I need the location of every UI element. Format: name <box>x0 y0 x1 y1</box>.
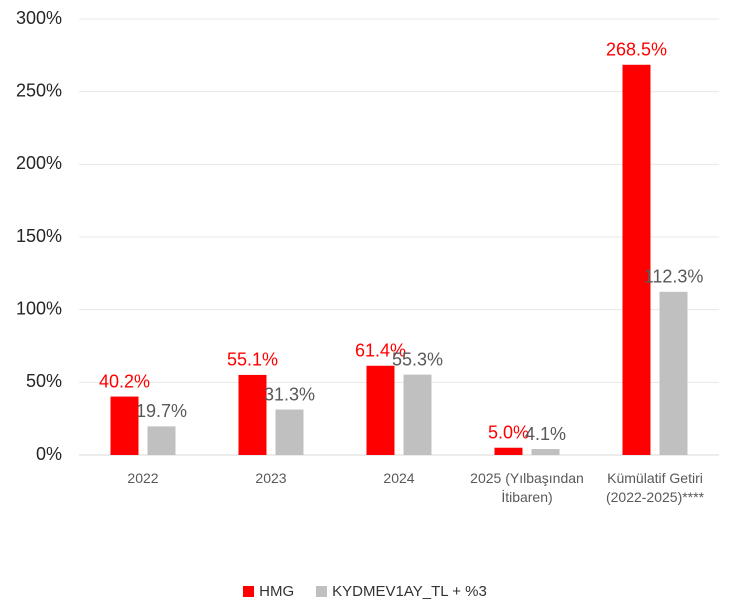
y-tick-label: 0% <box>36 444 62 464</box>
data-label: 31.3% <box>264 384 315 404</box>
bar <box>531 449 560 455</box>
bar <box>275 409 304 455</box>
x-tick-label: 2024 <box>383 470 415 486</box>
bar <box>622 64 651 455</box>
data-label: 40.2% <box>99 371 150 391</box>
x-tick-label: 2022 <box>127 470 159 486</box>
legend-item: HMG <box>243 583 294 600</box>
data-label: 55.1% <box>227 350 278 370</box>
x-tick-label: Kümülatif Getiri (2022-2025)**** <box>605 470 705 505</box>
bar <box>110 396 139 455</box>
y-tick-label: 250% <box>16 80 62 100</box>
x-tick-label: 2025 (Yılbaşından İtibaren) <box>470 470 584 505</box>
legend-label: KYDMEV1AY_TL + %3 <box>332 583 487 600</box>
bar <box>366 365 395 455</box>
y-tick-label: 300% <box>16 8 62 28</box>
data-label: 112.3% <box>644 267 704 287</box>
y-tick-label: 50% <box>26 371 62 391</box>
data-label: 4.1% <box>525 424 566 444</box>
legend-item: KYDMEV1AY_TL + %3 <box>316 583 487 600</box>
legend-label: HMG <box>259 583 295 600</box>
data-label: 5.0% <box>488 422 529 442</box>
legend: HMG KYDMEV1AY_TL + %3 <box>0 583 730 600</box>
y-tick-label: 100% <box>16 298 62 318</box>
data-label: 19.7% <box>136 401 187 421</box>
legend-swatch <box>316 586 328 597</box>
data-label: 268.5% <box>606 40 667 60</box>
data-label: 55.3% <box>392 349 443 369</box>
bar <box>238 374 267 455</box>
y-tick-label: 150% <box>16 226 62 246</box>
legend-swatch <box>243 586 255 597</box>
x-tick-label: 2023 <box>255 470 287 486</box>
bar <box>147 426 176 455</box>
bar <box>403 374 432 455</box>
bar <box>659 291 688 455</box>
data-label: 61.4% <box>355 341 406 361</box>
bar <box>494 447 523 455</box>
y-tick-label: 200% <box>16 153 62 173</box>
